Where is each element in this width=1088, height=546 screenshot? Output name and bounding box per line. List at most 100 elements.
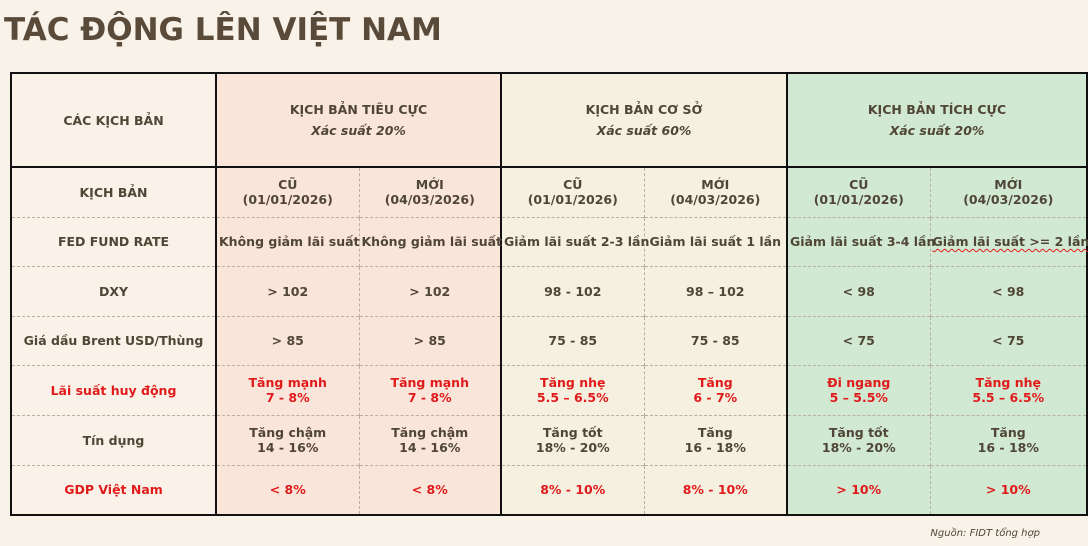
version-new-header: MỚI (04/03/2026) bbox=[358, 167, 502, 217]
version-date: (01/01/2026) bbox=[813, 192, 904, 208]
cell-line: 5 – 5.5% bbox=[829, 390, 888, 405]
page-title: TÁC ĐỘNG LÊN VIỆT NAM bbox=[4, 12, 442, 48]
version-title: MỚI bbox=[415, 177, 444, 193]
table-cell: Tăng 16 - 18% bbox=[929, 414, 1088, 465]
cell-line: Tăng chậm bbox=[391, 425, 469, 440]
table-cell: Giảm lãi suất 2-3 lần bbox=[500, 216, 649, 266]
version-title: CŨ bbox=[278, 177, 298, 193]
table-row-credit: Tín dụng Tăng chậm 14 - 16% Tăng chậm 14 -… bbox=[11, 414, 1088, 465]
corner-label: CÁC KỊCH BẢN bbox=[11, 73, 216, 168]
cell-line: Tăng chậm bbox=[249, 425, 327, 440]
table-row-brent-oil: Giá dầu Brent USD/Thùng > 85 > 85 75 - 8… bbox=[11, 315, 1088, 365]
row-label: DXY bbox=[11, 265, 216, 316]
cell-line: 18% - 20% bbox=[821, 440, 896, 455]
cell-line: 16 - 18% bbox=[977, 440, 1039, 455]
version-title: MỚI bbox=[994, 177, 1023, 193]
table-cell: Giảm lãi suất >= 2 lần bbox=[929, 216, 1088, 266]
cell-line: Đi ngang bbox=[827, 375, 891, 390]
table-cell: < 98 bbox=[786, 265, 931, 316]
cell-line: 18% - 20% bbox=[535, 440, 610, 455]
cell-line: 5.5 – 6.5% bbox=[536, 390, 609, 405]
version-date: (04/03/2026) bbox=[670, 192, 761, 208]
table-cell: Không giảm lãi suất bbox=[358, 216, 502, 266]
row-label: GDP Việt Nam bbox=[11, 464, 216, 515]
table-cell: > 85 bbox=[358, 315, 502, 365]
table-cell: Tăng mạnh 7 - 8% bbox=[358, 364, 502, 415]
table-cell: Tăng chậm 14 - 16% bbox=[358, 414, 502, 465]
version-date: (04/03/2026) bbox=[963, 192, 1054, 208]
table-cell: Đi ngang 5 – 5.5% bbox=[786, 364, 931, 415]
row-label: KỊCH BẢN bbox=[11, 167, 216, 217]
table-cell: Không giảm lãi suất bbox=[215, 216, 360, 266]
table-cell: 8% - 10% bbox=[643, 464, 788, 515]
table-row-gdp: GDP Việt Nam < 8% < 8% 8% - 10% 8% - 10%… bbox=[11, 464, 1088, 515]
cell-line: Tăng tốt bbox=[828, 425, 889, 440]
row-label: FED FUND RATE bbox=[11, 216, 216, 266]
version-header-row: KỊCH BẢN CŨ (01/01/2026) MỚI (04/03/2026… bbox=[11, 167, 1088, 217]
cell-line: 16 - 18% bbox=[684, 440, 746, 455]
cell-line: 6 - 7% bbox=[693, 390, 738, 405]
table-cell: 75 - 85 bbox=[500, 315, 645, 365]
table-row-dxy: DXY > 102 > 102 98 - 102 98 – 102 < 98 <… bbox=[11, 265, 1088, 316]
table-cell: 75 - 85 bbox=[643, 315, 788, 365]
table-cell: > 85 bbox=[215, 315, 359, 365]
version-title: CŨ bbox=[849, 177, 869, 193]
cell-line: 14 - 16% bbox=[257, 440, 319, 455]
table-row-deposit-rate: Lãi suất huy động Tăng mạnh 7 - 8% Tăng m… bbox=[11, 364, 1088, 415]
table-cell: Tăng mạnh 7 - 8% bbox=[215, 364, 359, 415]
scenario-base-header: KỊCH BẢN CƠ SỞ Xác suất 60% bbox=[500, 73, 788, 168]
cell-line: 7 - 8% bbox=[407, 390, 452, 405]
table-cell: 98 - 102 bbox=[500, 265, 645, 316]
scenario-name: KỊCH BẢN TÍCH CỰC bbox=[867, 102, 1007, 117]
version-date: (04/03/2026) bbox=[384, 192, 475, 208]
version-old-header: CŨ (01/01/2026) bbox=[215, 167, 359, 217]
scenario-positive-header: KỊCH BẢN TÍCH CỰC Xác suất 20% bbox=[786, 73, 1088, 168]
table-row-fed-fund-rate: FED FUND RATE Không giảm lãi suất Không … bbox=[11, 216, 1088, 266]
version-date: (01/01/2026) bbox=[242, 192, 333, 208]
cell-line: Tăng mạnh bbox=[390, 375, 469, 390]
version-new-header: MỚI (04/03/2026) bbox=[643, 167, 788, 217]
table-cell: < 8% bbox=[358, 464, 502, 515]
table-cell: Giảm lãi suất 1 lần bbox=[643, 216, 788, 266]
table-cell: Tăng 6 - 7% bbox=[643, 364, 788, 415]
table-cell: < 75 bbox=[786, 315, 931, 365]
cell-line: 14 - 16% bbox=[399, 440, 461, 455]
cell-line: Tăng tốt bbox=[542, 425, 603, 440]
cell-line: Tăng nhẹ bbox=[540, 375, 606, 390]
cell-text: Giảm lãi suất >= 2 lần bbox=[932, 234, 1088, 249]
scenario-probability: Xác suất 60% bbox=[596, 123, 692, 138]
cell-line: Tăng bbox=[697, 425, 733, 440]
row-label: Lãi suất huy động bbox=[11, 364, 216, 415]
cell-line: 7 - 8% bbox=[265, 390, 310, 405]
table-cell: > 10% bbox=[786, 464, 931, 515]
table-cell: < 98 bbox=[929, 265, 1088, 316]
scenario-negative-header: KỊCH BẢN TIÊU CỰC Xác suất 20% bbox=[214, 73, 502, 168]
version-old-header: CŨ (01/01/2026) bbox=[500, 167, 645, 217]
row-label-text: Tín dụng bbox=[82, 432, 145, 448]
cell-line: Tăng bbox=[990, 425, 1026, 440]
scenario-header-row: CÁC KỊCH BẢN KỊCH BẢN TIÊU CỰC Xác suất … bbox=[11, 73, 1088, 168]
table-cell: < 75 bbox=[929, 315, 1088, 365]
cell-line: Tăng nhẹ bbox=[975, 375, 1041, 390]
table-cell: > 102 bbox=[358, 265, 502, 316]
scenario-table: CÁC KỊCH BẢN KỊCH BẢN TIÊU CỰC Xác suất … bbox=[10, 72, 1088, 516]
table-cell: Tăng 16 - 18% bbox=[643, 414, 788, 465]
version-new-header: MỚI (04/03/2026) bbox=[929, 167, 1088, 217]
version-title: CŨ bbox=[563, 177, 583, 193]
version-old-header: CŨ (01/01/2026) bbox=[786, 167, 931, 217]
scenario-probability: Xác suất 20% bbox=[889, 123, 985, 138]
cell-line: Tăng bbox=[697, 375, 733, 390]
table-cell: Tăng chậm 14 - 16% bbox=[215, 414, 359, 465]
table-cell: > 102 bbox=[215, 265, 359, 316]
scenario-name: KỊCH BẢN CƠ SỞ bbox=[585, 102, 703, 117]
scenario-probability: Xác suất 20% bbox=[311, 123, 406, 138]
scenario-name: KỊCH BẢN TIÊU CỰC bbox=[289, 102, 428, 117]
table-cell: Tăng nhẹ 5.5 – 6.5% bbox=[929, 364, 1088, 415]
table-cell: 8% - 10% bbox=[500, 464, 645, 515]
row-label: Tín dụng bbox=[11, 414, 216, 465]
table-cell: Tăng nhẹ 5.5 – 6.5% bbox=[500, 364, 645, 415]
row-label: Giá dầu Brent USD/Thùng bbox=[11, 315, 216, 365]
cell-line: Tăng mạnh bbox=[248, 375, 327, 390]
version-date: (01/01/2026) bbox=[527, 192, 618, 208]
table-cell: < 8% bbox=[215, 464, 359, 515]
